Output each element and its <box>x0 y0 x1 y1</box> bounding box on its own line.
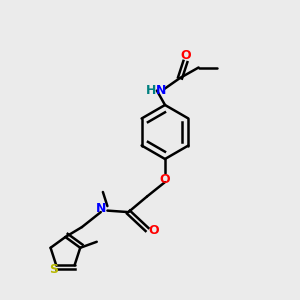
Text: S: S <box>49 263 58 276</box>
Text: O: O <box>160 172 170 186</box>
Text: N: N <box>96 202 106 215</box>
Text: O: O <box>181 49 191 62</box>
Text: O: O <box>148 224 159 238</box>
Text: H: H <box>146 84 157 97</box>
Text: N: N <box>156 84 166 97</box>
